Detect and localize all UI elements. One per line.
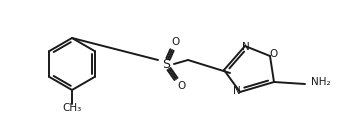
Text: O: O xyxy=(269,49,277,59)
Text: O: O xyxy=(172,37,180,47)
Text: N: N xyxy=(242,42,250,52)
Text: S: S xyxy=(162,57,170,71)
Text: O: O xyxy=(177,81,185,91)
Text: N: N xyxy=(233,86,241,96)
Text: CH₃: CH₃ xyxy=(62,103,81,113)
Text: NH₂: NH₂ xyxy=(311,77,331,87)
